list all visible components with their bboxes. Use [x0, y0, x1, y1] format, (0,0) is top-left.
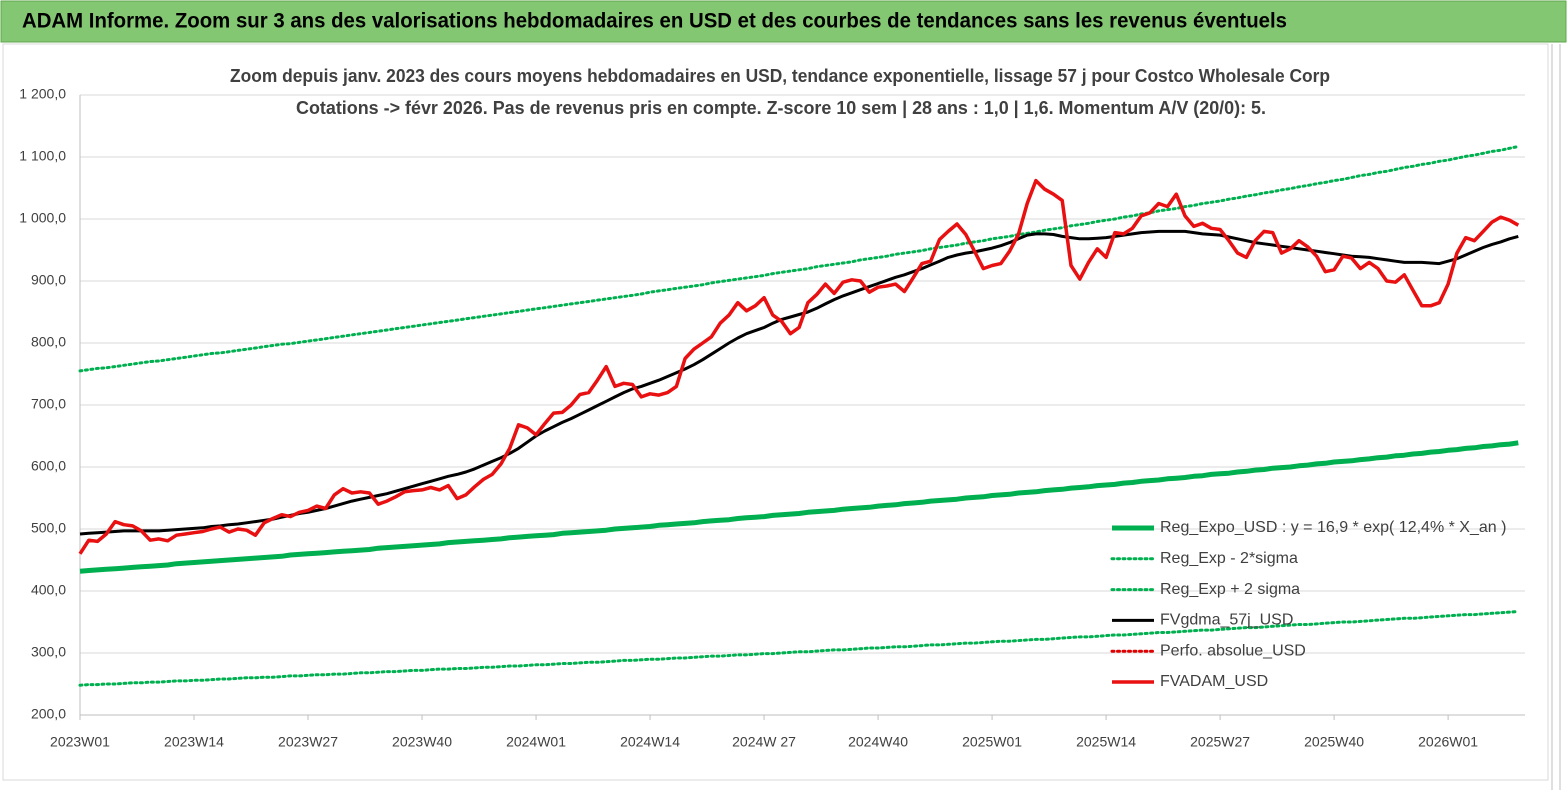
series-line: [78, 178, 1520, 555]
legend-label: Perfo. absolue_USD: [1160, 642, 1306, 659]
y-tick-label: 1 000,0: [19, 210, 66, 226]
legend-label: Reg_Exp + 2 sigma: [1160, 581, 1300, 598]
y-tick-label: 200,0: [31, 706, 66, 722]
x-tick-label: 2023W27: [278, 734, 338, 750]
y-tick-label: 300,0: [31, 644, 66, 660]
x-tick-label: 2026W01: [1418, 734, 1478, 750]
x-tick-label: 2023W14: [164, 734, 224, 750]
chart-border: [2, 43, 1549, 781]
x-tick-label: 2024W01: [506, 734, 566, 750]
series-line: [78, 145, 1520, 373]
chart-title: Zoom depuis janv. 2023 des cours moyens …: [230, 66, 1330, 86]
x-tick-label: 2023W40: [392, 734, 452, 750]
x-tick-label: 2025W14: [1076, 734, 1136, 750]
y-tick-label: 900,0: [31, 272, 66, 288]
header-title: ADAM Informe. Zoom sur 3 ans des valoris…: [22, 10, 1287, 33]
legend-label: Reg_Exp - 2*sigma: [1160, 550, 1298, 567]
chart-subtitle: Cotations -> févr 2026. Pas de revenus p…: [296, 98, 1266, 118]
legend-label: FVgdma_57j_USD: [1160, 612, 1293, 629]
legend-label: FVADAM_USD: [1160, 673, 1268, 690]
series-line: [79, 440, 1519, 574]
legend-label: Reg_Expo_USD : y = 16,9 * exp( 12,4% * X…: [1160, 519, 1506, 536]
y-tick-label: 400,0: [31, 582, 66, 598]
x-tick-label: 2025W01: [962, 734, 1022, 750]
y-tick-label: 1 100,0: [19, 148, 66, 164]
y-tick-label: 800,0: [31, 334, 66, 350]
x-tick-label: 2024W14: [620, 734, 680, 750]
header-bar: [0, 0, 1567, 43]
x-tick-label: 2025W27: [1190, 734, 1250, 750]
x-tick-label: 2024W 27: [732, 734, 796, 750]
y-tick-label: 1 200,0: [19, 86, 66, 102]
series-line: [78, 610, 1520, 687]
x-tick-label: 2023W01: [50, 734, 110, 750]
y-tick-label: 500,0: [31, 520, 66, 536]
y-tick-label: 700,0: [31, 396, 66, 412]
x-tick-label: 2024W40: [848, 734, 908, 750]
x-tick-label: 2025W40: [1304, 734, 1364, 750]
y-tick-label: 600,0: [31, 458, 66, 474]
